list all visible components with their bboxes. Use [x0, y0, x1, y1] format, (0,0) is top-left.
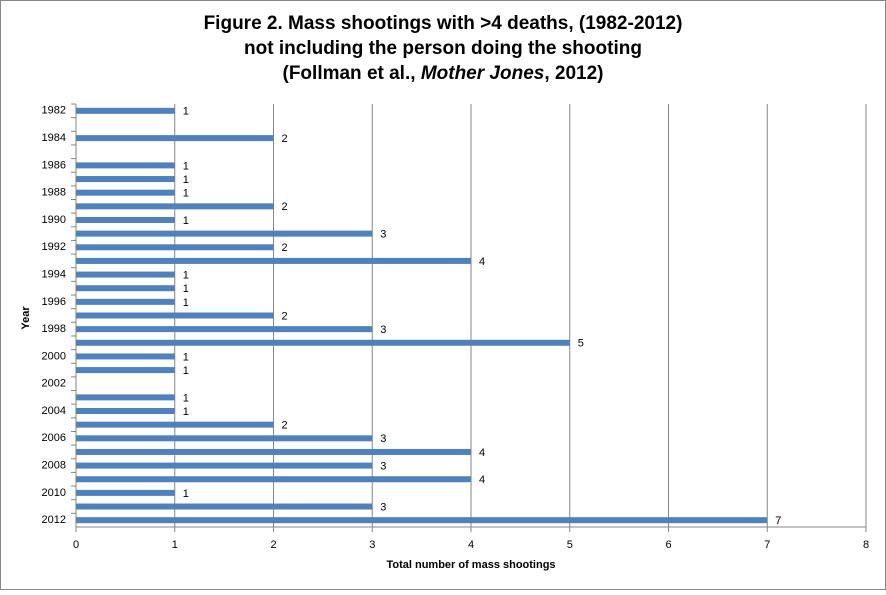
- chart-title: Figure 2. Mass shootings with >4 deaths,…: [204, 13, 683, 34]
- bar: [76, 189, 175, 196]
- x-tick-label: 7: [764, 539, 770, 551]
- bar: [76, 285, 175, 292]
- bar: [76, 489, 175, 496]
- data-label: 2: [282, 242, 288, 254]
- bar: [76, 135, 274, 142]
- data-label: 1: [183, 188, 189, 200]
- bar: [76, 312, 274, 319]
- y-tick-label: 2002: [42, 378, 66, 390]
- y-tick-label: 1992: [42, 241, 66, 253]
- y-tick-label: 2000: [42, 350, 66, 362]
- bar: [76, 216, 175, 223]
- bar: [76, 476, 471, 483]
- x-tick-label: 4: [468, 539, 474, 551]
- chart-title: (Follman et al., Mother Jones, 2012): [283, 63, 604, 84]
- data-label: 3: [380, 433, 386, 445]
- data-label: 1: [183, 351, 189, 363]
- title-part: , 2012): [544, 63, 603, 84]
- data-label: 4: [479, 447, 485, 459]
- bar: [76, 448, 471, 455]
- x-tick-label: 0: [73, 539, 79, 551]
- bar: [76, 257, 471, 264]
- bar: [76, 394, 175, 401]
- y-tick-label: 1990: [42, 214, 66, 226]
- data-label: 1: [183, 283, 189, 295]
- bar: [76, 230, 373, 237]
- x-axis-title: Total number of mass shootings: [386, 559, 555, 571]
- x-tick-label: 2: [270, 539, 276, 551]
- data-label: 1: [183, 392, 189, 404]
- bar: [76, 339, 570, 346]
- data-label: 1: [183, 406, 189, 418]
- y-tick-label: 2006: [42, 432, 66, 444]
- bar: [76, 462, 373, 469]
- title-part: Mother Jones: [421, 63, 545, 84]
- data-label: 1: [183, 215, 189, 227]
- y-tick-label: 1982: [42, 105, 66, 117]
- chart-title: not including the person doing the shoot…: [244, 38, 642, 59]
- bar: [76, 326, 373, 333]
- bar: [76, 353, 175, 360]
- bar: [76, 408, 175, 415]
- bar: [76, 107, 175, 114]
- data-label: 2: [282, 201, 288, 213]
- title-part: (Follman et al.,: [283, 63, 421, 84]
- bar: [76, 517, 768, 524]
- data-label: 3: [380, 324, 386, 336]
- x-tick-label: 5: [567, 539, 573, 551]
- title-line: not including the person doing the shoot…: [244, 38, 642, 59]
- y-tick-label: 2010: [42, 487, 66, 499]
- data-label: 3: [380, 229, 386, 241]
- y-tick-label: 1998: [42, 323, 66, 335]
- data-label: 3: [380, 461, 386, 473]
- bar: [76, 203, 274, 210]
- y-tick-label: 1994: [42, 268, 66, 280]
- data-label: 1: [183, 488, 189, 500]
- bar: [76, 435, 373, 442]
- y-tick-label: 1996: [42, 296, 66, 308]
- data-label: 1: [183, 297, 189, 309]
- data-label: 2: [282, 133, 288, 145]
- data-label: 2: [282, 420, 288, 432]
- y-tick-label: 2008: [42, 460, 66, 472]
- x-tick-label: 1: [172, 539, 178, 551]
- data-label: 4: [479, 256, 485, 268]
- data-label: 3: [380, 501, 386, 513]
- bar: [76, 162, 175, 169]
- x-tick-label: 3: [369, 539, 375, 551]
- title-line: Figure 2. Mass shootings with >4 deaths,…: [204, 13, 683, 34]
- data-label: 1: [183, 174, 189, 186]
- data-label: 7: [775, 515, 781, 527]
- bar: [76, 176, 175, 183]
- data-label: 4: [479, 474, 485, 486]
- y-tick-label: 1988: [42, 187, 66, 199]
- bar: [76, 421, 274, 428]
- bar: [76, 503, 373, 510]
- bar: [76, 271, 175, 278]
- x-tick-label: 8: [863, 539, 869, 551]
- y-tick-label: 2004: [42, 405, 66, 417]
- data-label: 5: [578, 338, 584, 350]
- data-label: 1: [183, 365, 189, 377]
- bar: [76, 298, 175, 305]
- y-axis-title: Year: [20, 306, 32, 330]
- y-tick-label: 1986: [42, 159, 66, 171]
- bar: [76, 367, 175, 374]
- data-label: 2: [282, 310, 288, 322]
- data-label: 1: [183, 269, 189, 281]
- x-tick-label: 6: [665, 539, 671, 551]
- data-label: 1: [183, 106, 189, 118]
- y-tick-label: 1984: [42, 132, 66, 144]
- y-tick-label: 2012: [42, 514, 66, 526]
- bar: [76, 244, 274, 251]
- data-label: 1: [183, 160, 189, 172]
